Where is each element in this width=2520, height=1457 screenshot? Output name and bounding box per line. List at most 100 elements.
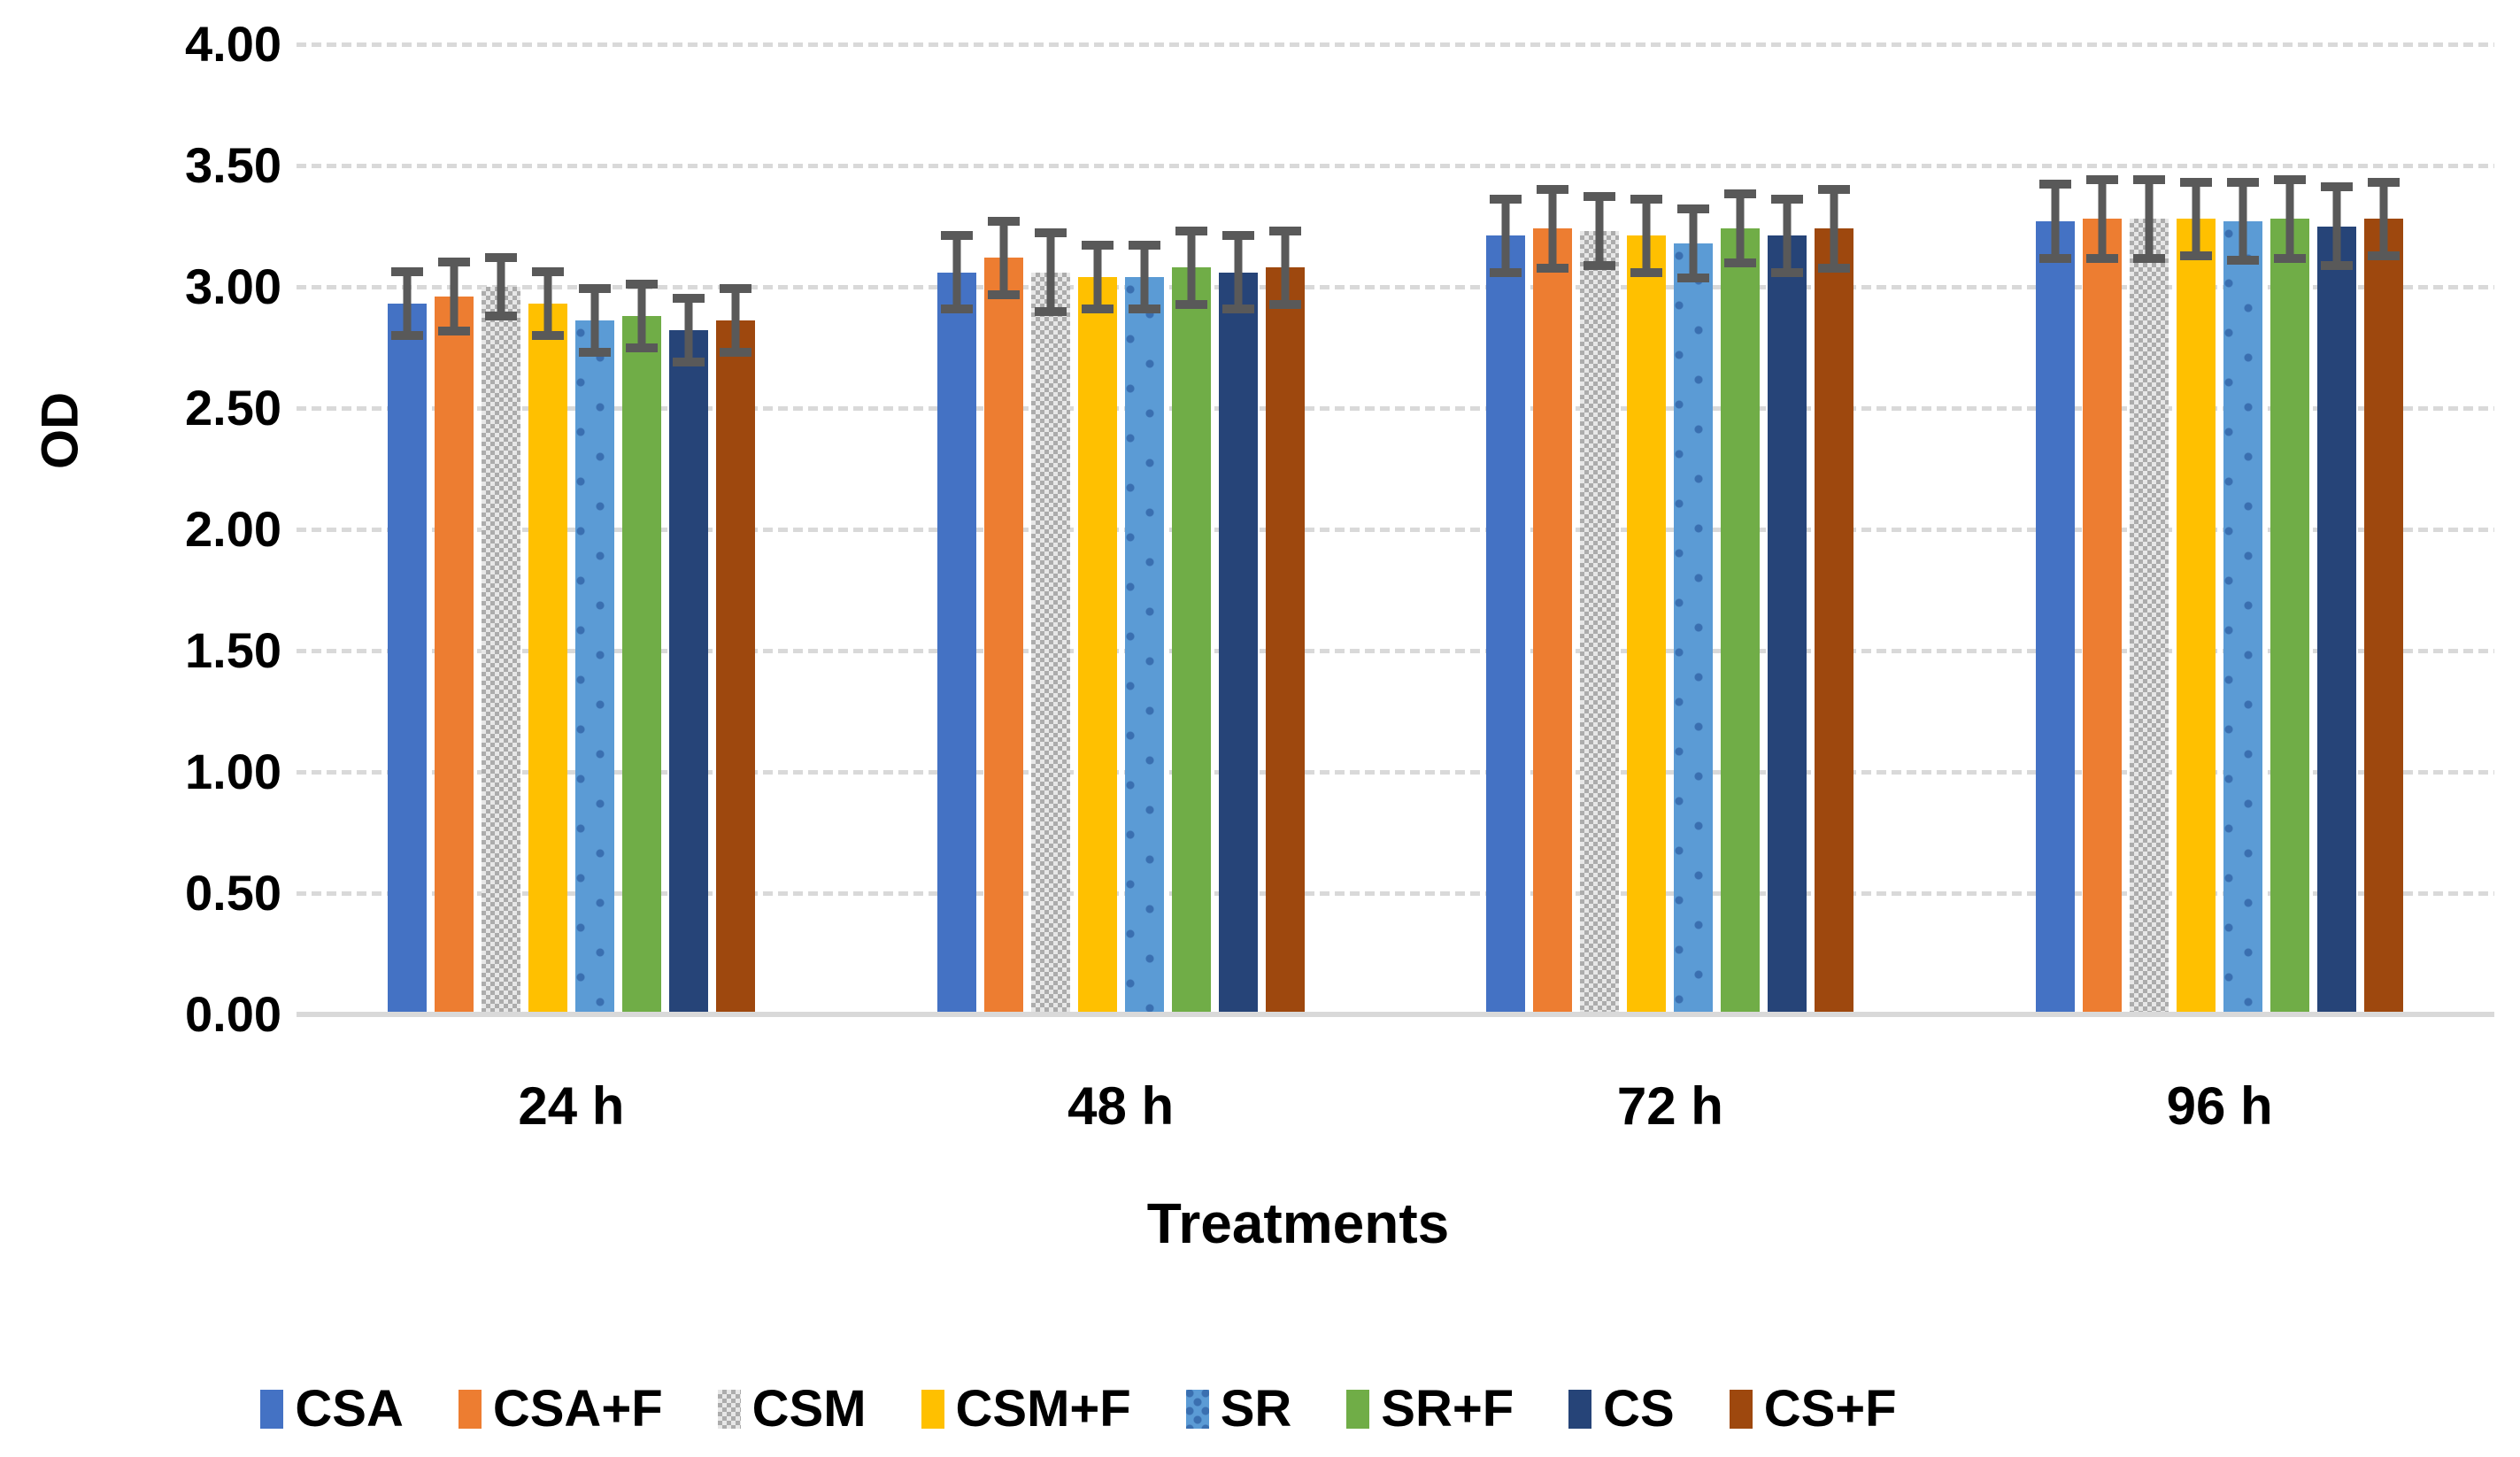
error-bar xyxy=(1031,228,1070,316)
y-tick-label: 2.50 xyxy=(185,380,281,436)
error-bar-cap-bottom xyxy=(719,348,751,358)
bar-slot xyxy=(1030,44,1070,1014)
y-tick-label: 4.00 xyxy=(185,16,281,72)
legend-label: SR xyxy=(1220,1380,1292,1438)
error-bar-cap-bottom xyxy=(1584,260,1616,270)
error-bar-cap-top xyxy=(987,216,1020,226)
error-bar-cap-bottom xyxy=(531,331,564,341)
error-bar xyxy=(2177,177,2216,260)
gridline xyxy=(297,528,2494,532)
plot-area xyxy=(297,42,2494,1017)
error-bar xyxy=(528,267,567,341)
bar xyxy=(1768,235,1807,1014)
error-bar-stem xyxy=(1548,184,1557,273)
error-bar-cap-top xyxy=(2133,174,2166,184)
error-bar-stem xyxy=(2285,174,2294,263)
error-bar-cap-bottom xyxy=(484,312,517,321)
bar-slot xyxy=(983,44,1023,1014)
error-bar xyxy=(2036,180,2075,263)
legend-item: SR xyxy=(1185,1379,1292,1438)
bar-slot xyxy=(574,44,614,1014)
error-bar-cap-top xyxy=(1584,192,1616,202)
error-bar-cap-top xyxy=(719,284,751,294)
bar-slot xyxy=(2270,44,2310,1014)
error-bar-cap-top xyxy=(2321,182,2354,192)
bar-slot xyxy=(2036,44,2076,1014)
error-bar-cap-top xyxy=(1268,226,1301,235)
legend-swatch xyxy=(1185,1389,1209,1429)
bar xyxy=(668,330,708,1014)
error-bar-stem xyxy=(1281,226,1290,309)
error-bar-cap-bottom xyxy=(2133,253,2166,263)
error-bar-cap-bottom xyxy=(1677,273,1710,282)
error-bar-stem xyxy=(999,216,1008,299)
bar xyxy=(1265,267,1305,1014)
error-bar-stem xyxy=(2145,174,2154,263)
bar xyxy=(574,320,614,1014)
error-bar-stem xyxy=(1501,194,1510,278)
y-tick-label: 2.00 xyxy=(185,501,281,557)
error-bar-cap-bottom xyxy=(1818,263,1851,273)
gridline xyxy=(297,406,2494,411)
x-tick-label: 72 h xyxy=(1616,1076,1723,1136)
legend-swatch xyxy=(1568,1389,1592,1429)
bar-slot xyxy=(1580,44,1620,1014)
y-tick-label: 1.50 xyxy=(185,622,281,678)
error-bar-stem xyxy=(2098,174,2107,263)
bar-slot xyxy=(1124,44,1164,1014)
error-bar xyxy=(1627,194,1666,278)
error-bar xyxy=(2083,174,2122,263)
error-bar xyxy=(1674,204,1713,282)
error-bar xyxy=(937,230,976,314)
error-bar-cap-top xyxy=(531,267,564,277)
bar xyxy=(2177,219,2216,1014)
error-bar-stem xyxy=(952,230,961,314)
error-bar xyxy=(435,258,474,335)
bar xyxy=(983,258,1023,1014)
bar-slot xyxy=(1674,44,1714,1014)
error-bar-cap-top xyxy=(1818,184,1851,194)
bar xyxy=(2036,221,2076,1014)
bar-slot xyxy=(1815,44,1854,1014)
error-bar-cap-bottom xyxy=(987,289,1020,299)
bar xyxy=(1815,228,1854,1014)
error-bar-stem xyxy=(590,284,599,358)
error-bar xyxy=(1125,240,1164,314)
y-tick-label: 3.00 xyxy=(185,258,281,314)
error-bar-stem xyxy=(2192,177,2200,260)
legend-swatch xyxy=(1346,1389,1370,1429)
error-bar-cap-bottom xyxy=(1268,299,1301,309)
error-bar-cap-top xyxy=(484,252,517,262)
bar xyxy=(1627,235,1667,1014)
error-bar-stem xyxy=(1234,230,1243,314)
bar xyxy=(1077,277,1117,1014)
legend-swatch xyxy=(921,1389,944,1429)
error-bar-cap-top xyxy=(1490,194,1522,204)
error-bar-stem xyxy=(684,294,693,367)
bar xyxy=(2130,219,2169,1014)
error-bar-stem xyxy=(2379,177,2388,260)
bar-slot xyxy=(1218,44,1258,1014)
error-bar-cap-top xyxy=(1771,194,1804,204)
error-bar xyxy=(622,279,661,352)
error-bar-cap-bottom xyxy=(2086,253,2119,263)
y-tick-label: 0.50 xyxy=(185,865,281,921)
error-bar-cap-top xyxy=(1175,226,1207,235)
gridline xyxy=(297,164,2494,168)
error-bar xyxy=(716,284,755,358)
legend-item: CSA+F xyxy=(458,1379,663,1438)
error-bar xyxy=(1219,230,1258,314)
error-bar-stem xyxy=(497,252,505,321)
bar xyxy=(621,315,661,1014)
bar-slot xyxy=(387,44,427,1014)
legend-swatch xyxy=(717,1389,741,1429)
error-bar-stem xyxy=(403,267,412,341)
error-bar-cap-top xyxy=(1221,230,1254,240)
error-bar xyxy=(1533,184,1572,273)
error-bar-cap-bottom xyxy=(2274,253,2307,263)
error-bar-stem xyxy=(1689,204,1698,282)
error-bar xyxy=(1768,194,1807,278)
error-bar-cap-bottom xyxy=(1537,263,1569,273)
bar-group xyxy=(846,44,1396,1014)
bar-slot xyxy=(1533,44,1573,1014)
